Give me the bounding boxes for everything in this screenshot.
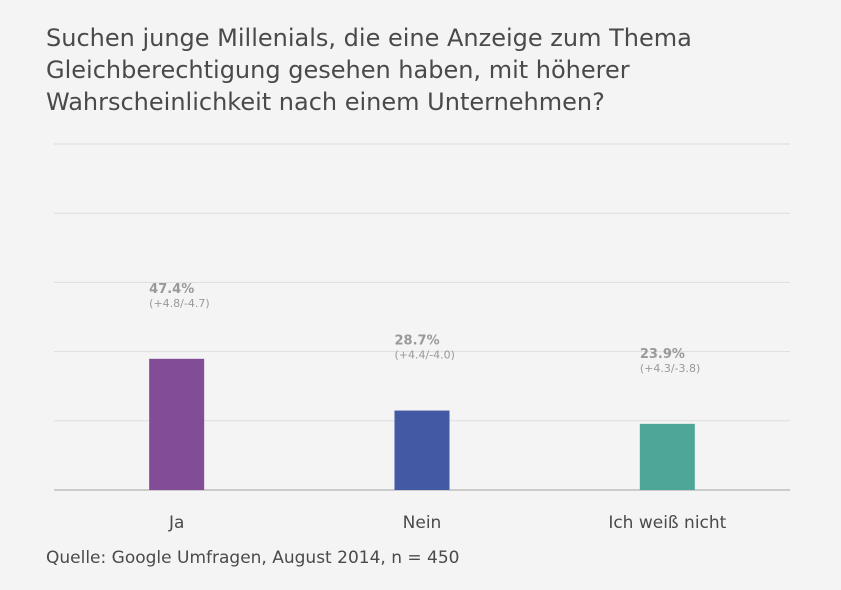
x-tick-label: Nein: [403, 513, 442, 533]
chart-title: Suchen junge Millenials, die eine Anzeig…: [46, 24, 692, 116]
error-label: (+4.4/-4.0): [395, 349, 455, 362]
x-tick-label: Ja: [168, 513, 184, 533]
bar: [149, 358, 205, 490]
source-note: Quelle: Google Umfragen, August 2014, n …: [46, 548, 460, 568]
value-label: 23.9%: [640, 347, 685, 362]
x-tick-label: Ich weiß nicht: [608, 513, 726, 533]
error-label: (+4.3/-3.8): [640, 362, 700, 375]
value-label: 47.4%: [149, 282, 194, 297]
error-label: (+4.8/-4.7): [149, 297, 209, 310]
bar: [394, 410, 450, 490]
value-label: 28.7%: [395, 334, 440, 349]
bar: [639, 423, 695, 490]
